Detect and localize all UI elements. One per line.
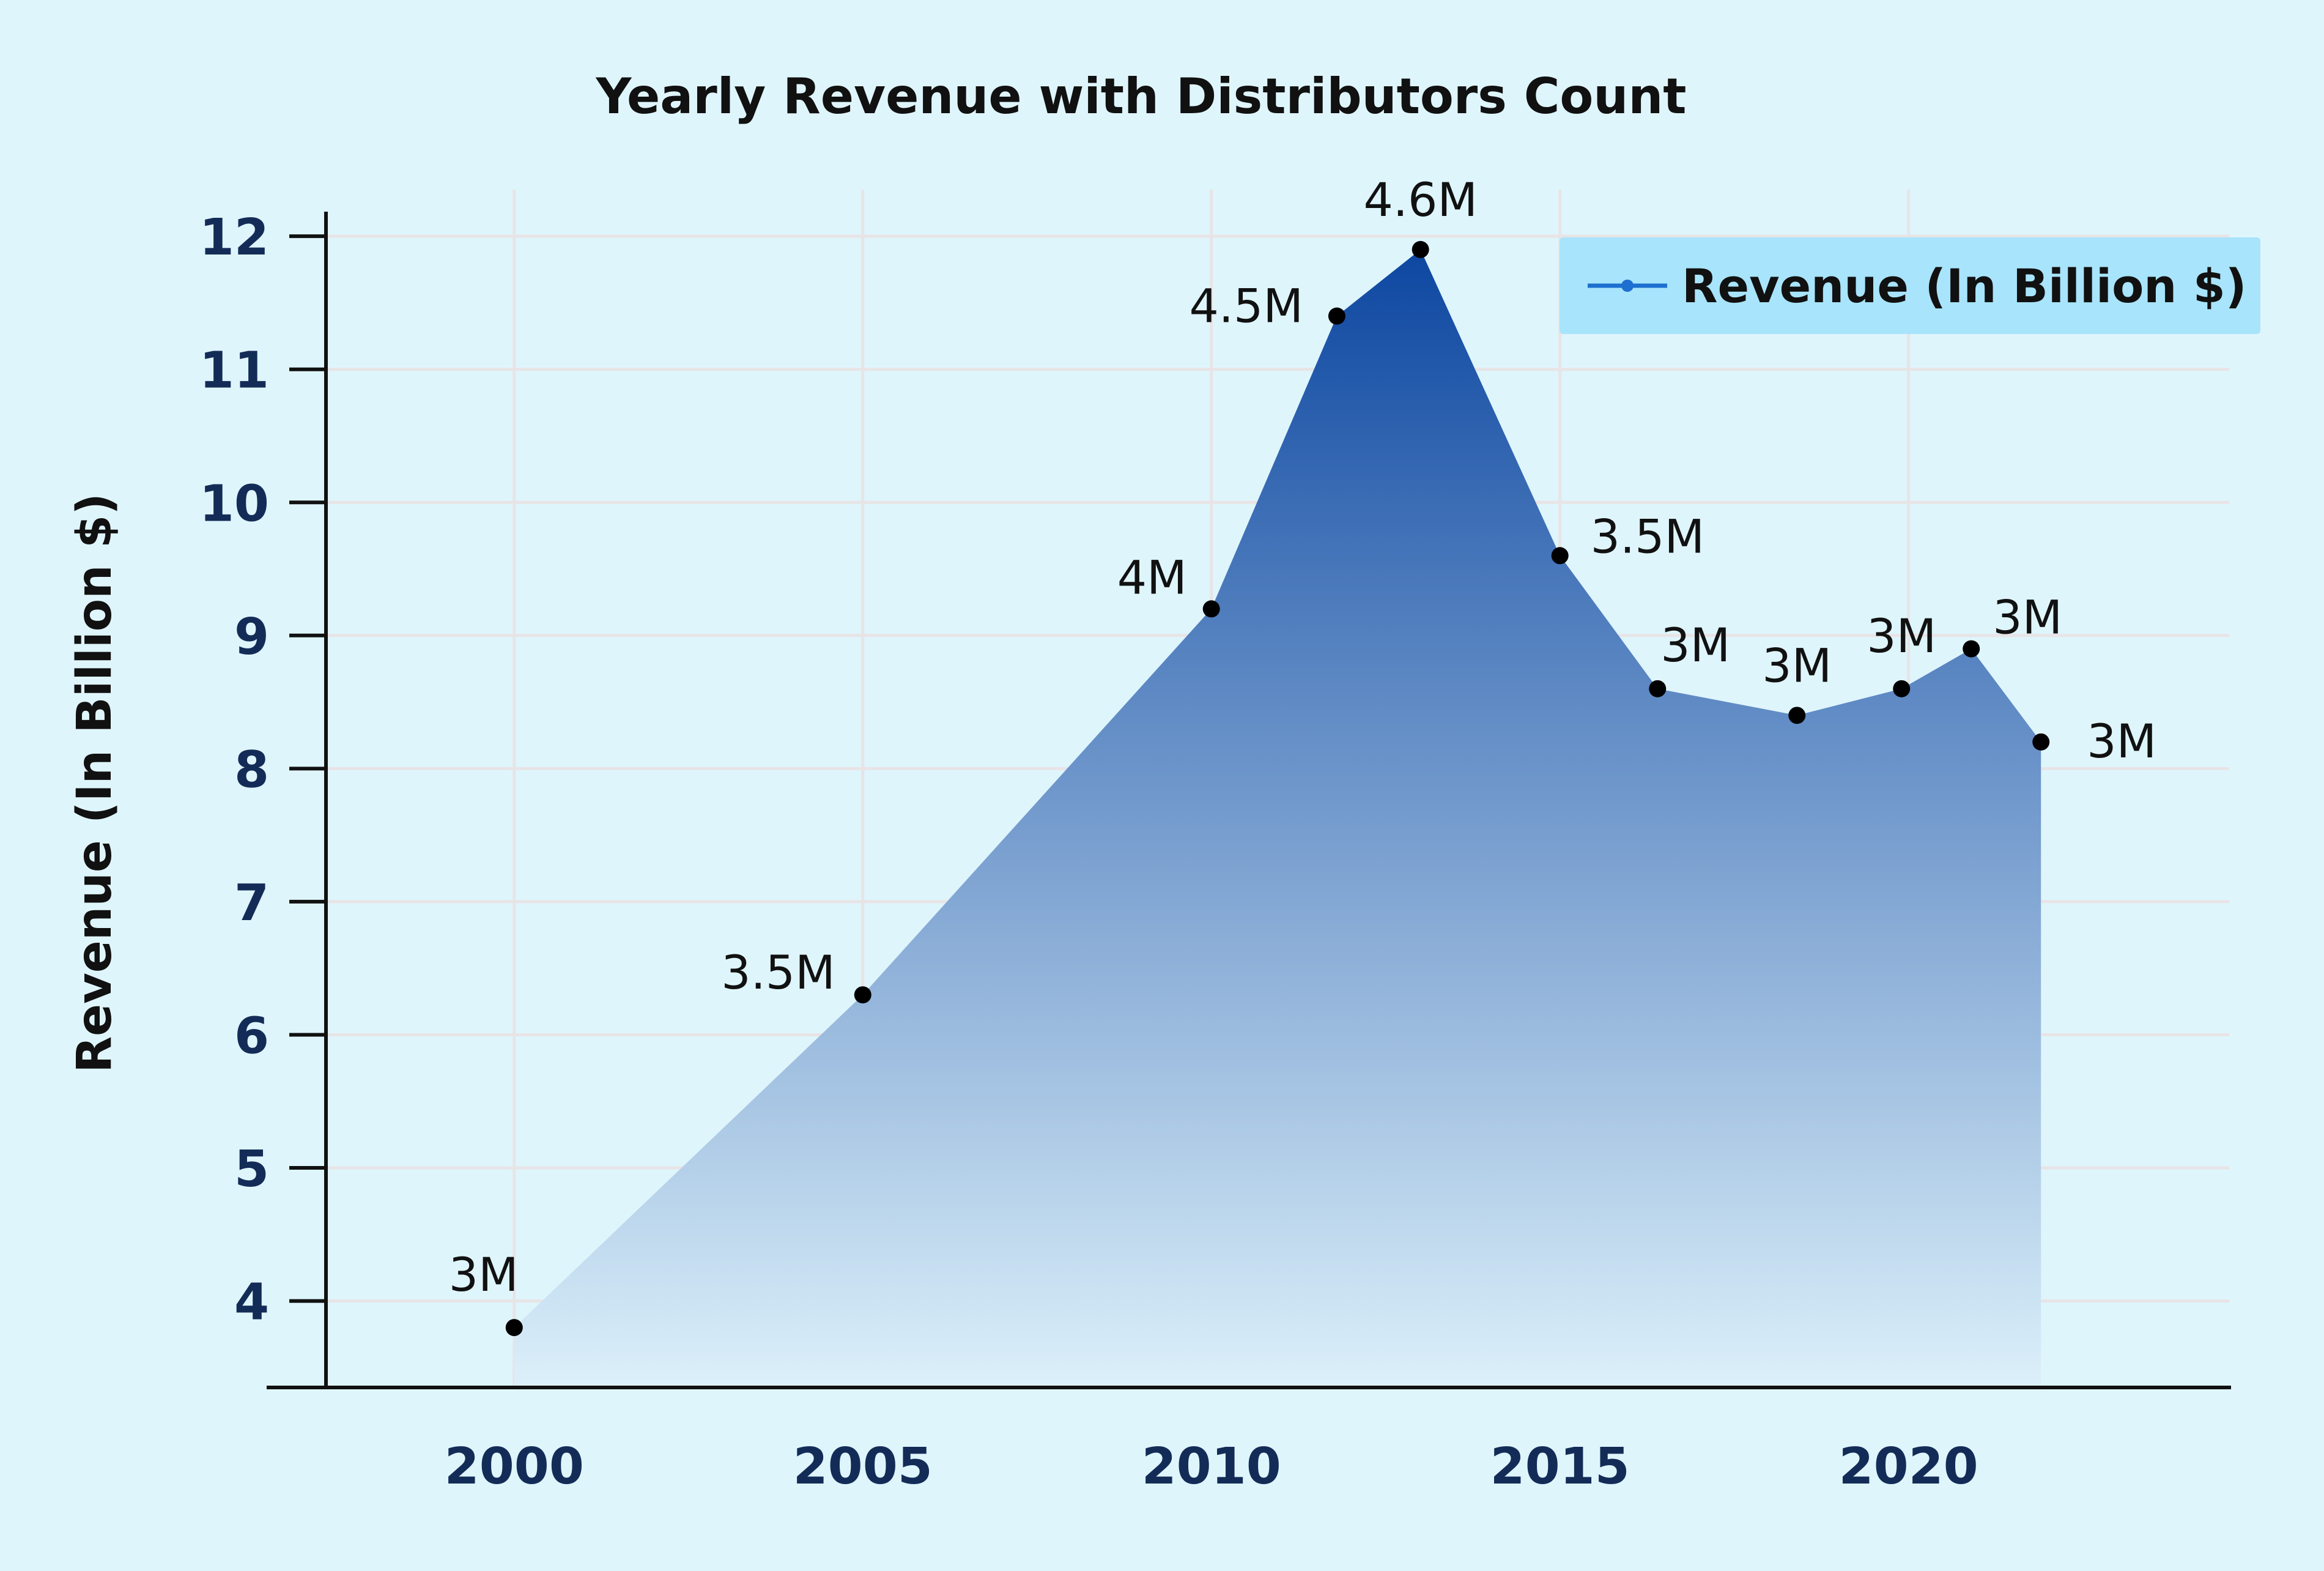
- data-markers: [505, 240, 2050, 1337]
- data-label: 3M: [449, 1247, 519, 1302]
- x-tick-label: 2015: [1490, 1438, 1630, 1496]
- legend-marker-icon: [1621, 280, 1634, 292]
- y-tick-label: 9: [234, 608, 269, 666]
- x-tick-label: 2005: [793, 1438, 933, 1496]
- x-tick-label: 2010: [1142, 1438, 1281, 1496]
- data-point: [1893, 680, 1911, 697]
- data-point: [2032, 733, 2050, 751]
- x-tick-label: 2020: [1839, 1438, 1978, 1496]
- y-tick-label: 10: [199, 475, 269, 533]
- data-point: [1963, 640, 1980, 658]
- revenue-area: [514, 249, 2041, 1387]
- y-tick-label: 8: [234, 741, 269, 799]
- data-label: 4.5M: [1189, 279, 1303, 333]
- legend-box: [1560, 237, 2260, 334]
- data-label: 3M: [1993, 590, 2062, 645]
- data-point: [1328, 307, 1345, 325]
- legend: Revenue (In Billion $): [1560, 237, 2260, 334]
- data-point: [1788, 707, 1806, 724]
- data-label: 4.6M: [1363, 173, 1477, 227]
- data-label: 3M: [1867, 609, 1936, 663]
- y-axis-title: Revenue (In Billion $): [67, 493, 122, 1073]
- axes: 4 5 6 7 8 9 10 11 12 2000 2005 2010 2015 2020: [199, 209, 2231, 1496]
- data-point: [1412, 240, 1429, 258]
- y-tick-label: 6: [234, 1007, 269, 1065]
- data-point: [1202, 600, 1220, 618]
- data-label: 3.5M: [721, 945, 835, 1000]
- data-label: 4M: [1117, 550, 1187, 604]
- x-tick-label: 2000: [445, 1438, 584, 1496]
- data-point: [854, 986, 871, 1004]
- data-point: [1649, 680, 1667, 697]
- y-tick-label: 5: [234, 1140, 269, 1198]
- y-tick-label: 12: [199, 209, 269, 267]
- legend-label: Revenue (In Billion $): [1682, 259, 2246, 313]
- y-tick-label: 7: [234, 874, 269, 932]
- data-label: 3.5M: [1591, 509, 1704, 563]
- y-tick-label: 4: [234, 1274, 269, 1332]
- data-label: 3M: [1660, 618, 1730, 672]
- data-label: 3M: [1762, 638, 1832, 693]
- data-point: [1551, 547, 1569, 565]
- y-tick-label: 11: [199, 342, 269, 400]
- data-point: [505, 1319, 523, 1337]
- area-layer: [514, 249, 2041, 1387]
- data-labels: 3M 3.5M 4M 4.5M 4.6M 3.5M 3M 3M 3M 3M 3M: [449, 173, 2156, 1302]
- chart-title: Yearly Revenue with Distributors Count: [595, 68, 1686, 125]
- data-label: 3M: [2087, 714, 2156, 768]
